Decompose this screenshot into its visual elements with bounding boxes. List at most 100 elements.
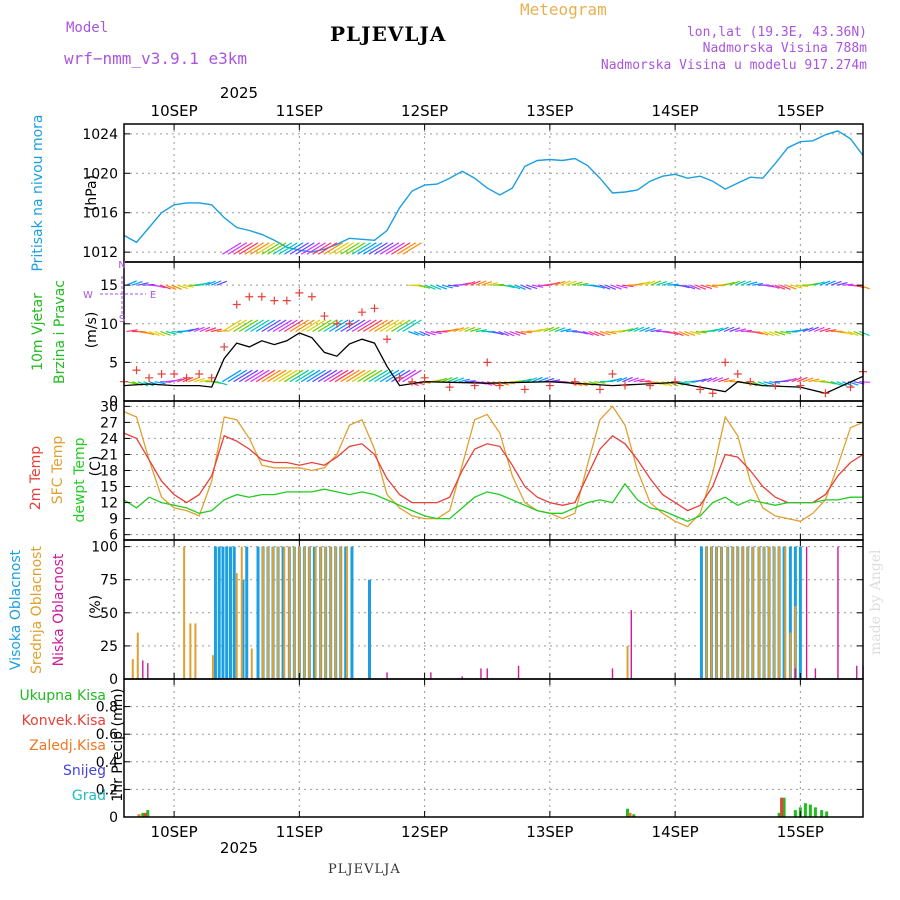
wind-barb bbox=[430, 284, 442, 290]
y-tick-label: 12 bbox=[100, 496, 118, 512]
y-tick-label: 10 bbox=[100, 317, 118, 333]
wind-barb bbox=[402, 369, 422, 383]
wind-barb bbox=[633, 282, 645, 286]
date-label-top: 14SEP bbox=[652, 102, 699, 120]
model-name: wrf−nmm_v3.9.1 e3km bbox=[64, 49, 248, 68]
wind-barb bbox=[644, 280, 656, 286]
wind-barb bbox=[261, 369, 281, 383]
cloud-bar bbox=[611, 668, 614, 679]
y-tick-label: 1012 bbox=[82, 245, 118, 261]
cloud-bar bbox=[250, 648, 253, 679]
wind-barb bbox=[188, 327, 200, 333]
precip-bar bbox=[782, 797, 786, 817]
wind-barb bbox=[706, 376, 718, 383]
wind-barb bbox=[317, 319, 338, 333]
wind-gust-marker bbox=[408, 377, 417, 386]
wind-gust-marker bbox=[708, 389, 717, 398]
wind-barb bbox=[233, 369, 253, 383]
wind-barb bbox=[255, 369, 276, 383]
wind-barb bbox=[537, 327, 549, 333]
date-label-top: 11SEP bbox=[276, 102, 323, 120]
cloud-bar bbox=[344, 546, 348, 679]
wind-barb bbox=[379, 319, 400, 333]
precip-bar bbox=[808, 804, 812, 817]
wind-barb bbox=[222, 369, 242, 383]
cloud-bar bbox=[630, 610, 632, 679]
wind-barb bbox=[723, 281, 735, 286]
cloud-bar bbox=[283, 546, 286, 679]
wind-barb bbox=[323, 319, 343, 333]
y-tick-label: 1024 bbox=[82, 127, 118, 143]
wind-barb bbox=[768, 284, 780, 289]
wind-barb bbox=[284, 319, 304, 333]
wind-gust-marker bbox=[671, 377, 680, 386]
wind-barb bbox=[526, 377, 538, 383]
wind-barb bbox=[509, 330, 521, 336]
wind-barb bbox=[701, 284, 713, 290]
wind-barb bbox=[148, 330, 160, 337]
wind-barb bbox=[357, 242, 377, 255]
cloud-bar bbox=[213, 546, 217, 679]
y-tick-label: 100 bbox=[91, 540, 118, 556]
wind-barb bbox=[577, 282, 589, 286]
y-tick-label: 0 bbox=[109, 672, 118, 688]
cloud-bar bbox=[221, 546, 225, 679]
wind-barb bbox=[425, 330, 436, 336]
wind-barb bbox=[622, 376, 633, 383]
cloud-bar bbox=[194, 623, 197, 679]
wind-barb bbox=[222, 319, 242, 333]
cloud-bar bbox=[147, 663, 149, 679]
wind-barb bbox=[227, 369, 248, 383]
y-tick-label: 75 bbox=[100, 573, 118, 589]
pressure-unit: (hPa) bbox=[84, 175, 100, 211]
wind-barb bbox=[470, 327, 482, 333]
cloud-bar bbox=[715, 546, 718, 679]
wind-barb bbox=[678, 284, 690, 289]
precip-bar bbox=[777, 812, 781, 817]
wind-barb bbox=[475, 280, 487, 286]
precip-bar bbox=[626, 808, 630, 817]
wind-barb bbox=[177, 284, 188, 290]
wind-rose-n: N bbox=[118, 260, 125, 271]
model-altitude-text: Nadmorska Visina u modelu 917.274m bbox=[600, 58, 867, 73]
wind-barb bbox=[334, 319, 355, 333]
cloud-bar bbox=[324, 546, 327, 679]
panel-frame bbox=[123, 123, 864, 263]
wind-barb bbox=[718, 326, 729, 333]
wind-barb bbox=[740, 329, 752, 333]
cloud-bar bbox=[329, 546, 332, 679]
wind-barb bbox=[752, 330, 764, 335]
cloud-bar bbox=[768, 546, 771, 679]
wind-barb bbox=[768, 330, 780, 337]
wind-barb bbox=[396, 242, 417, 255]
wind-barb bbox=[661, 282, 673, 286]
wind-barb bbox=[385, 369, 405, 383]
wind-barb bbox=[126, 329, 138, 333]
cloud-unit: (%) bbox=[88, 595, 104, 619]
wind-barb bbox=[503, 330, 515, 337]
wind-barb bbox=[594, 330, 605, 337]
wind-barb bbox=[205, 327, 216, 333]
wind-barb bbox=[661, 381, 673, 387]
wind-barb bbox=[650, 280, 662, 286]
y-tick-label: 1020 bbox=[82, 166, 118, 182]
wind-barb bbox=[492, 283, 504, 286]
wind-barb bbox=[238, 319, 259, 333]
wind-barb bbox=[312, 319, 332, 333]
wind-barb bbox=[594, 284, 606, 289]
wind-barb bbox=[323, 242, 343, 255]
wind-barb bbox=[385, 319, 405, 333]
wind-barb bbox=[329, 242, 349, 255]
wind-barb bbox=[368, 242, 388, 255]
wind-barb bbox=[780, 330, 792, 335]
wind-barb bbox=[825, 329, 837, 333]
wind-barb bbox=[678, 381, 690, 385]
wind-barb bbox=[306, 242, 326, 255]
wind-barb bbox=[729, 327, 741, 333]
wind-barb bbox=[447, 328, 459, 333]
wind-barb bbox=[830, 381, 842, 386]
wind-barb bbox=[802, 377, 814, 383]
wind-gust-marker bbox=[132, 366, 141, 375]
wind-barb bbox=[808, 378, 820, 383]
date-label-bottom: 13SEP bbox=[526, 823, 573, 841]
